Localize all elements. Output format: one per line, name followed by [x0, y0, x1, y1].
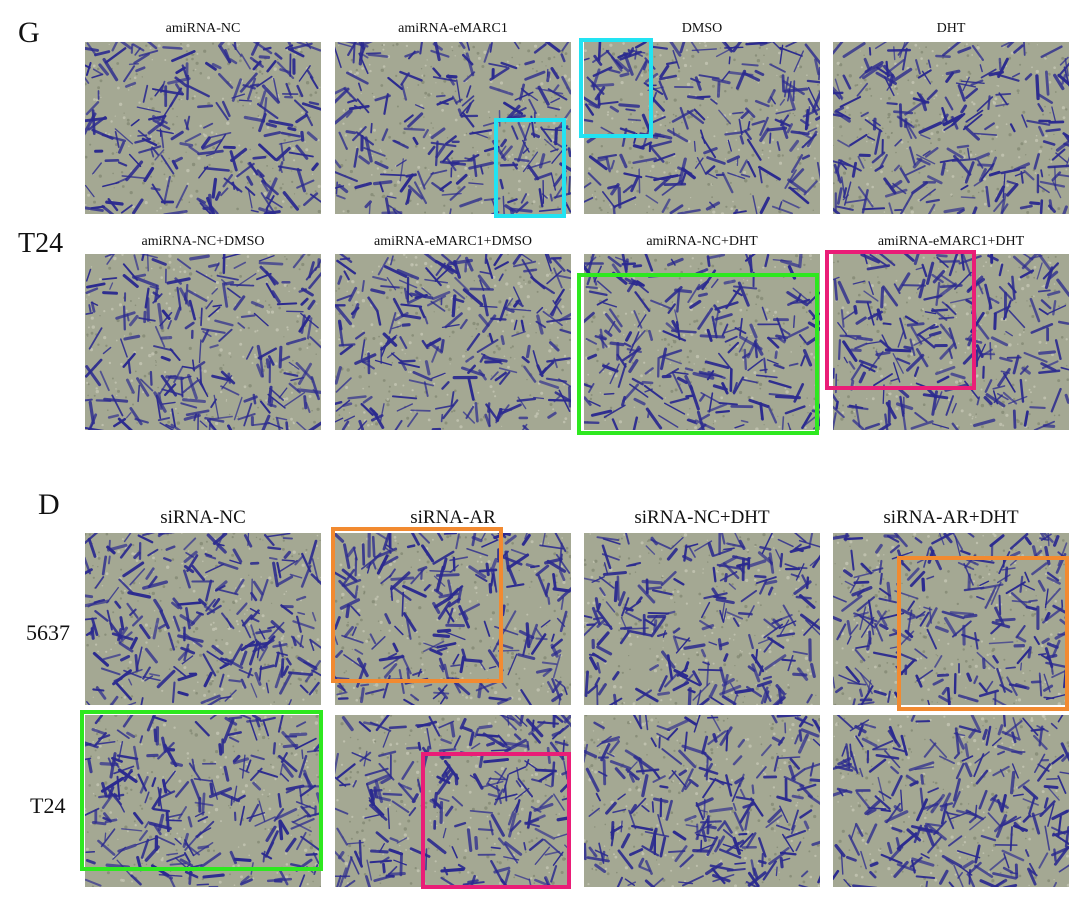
micrograph-d-5637-sirna-ar-dht: [833, 533, 1069, 705]
d-label-sirna-nc: siRNA-NC: [160, 507, 246, 528]
micrograph-d-t24-sirna-nc-dht: [584, 715, 820, 887]
micrograph-g-amirna-emarc1-dmso: [335, 254, 571, 430]
micrograph-g-dht: [833, 42, 1069, 214]
g-label-dht: DHT: [936, 21, 966, 36]
micrograph-g-amirna-nc: [85, 42, 321, 214]
micrograph-d-5637-sirna-ar: [335, 533, 571, 705]
micrograph-g-amirna-emarc1: [335, 42, 571, 214]
micrograph-g-amirna-nc-dht: [584, 254, 820, 430]
g-label-amirna-emarc1-dmso: amiRNA-eMARC1+DMSO: [373, 234, 532, 249]
micrograph-d-t24-sirna-nc: [85, 715, 321, 887]
highlight-box-magenta-d: [421, 752, 571, 889]
g-label-amirna-nc-dmso: amiRNA-NC+DMSO: [141, 234, 265, 249]
g-label-amirna-emarc1: amiRNA-eMARC1: [398, 21, 508, 36]
g-label-amirna-nc-dht: amiRNA-NC+DHT: [646, 234, 758, 249]
d-label-sirna-ar: siRNA-AR: [410, 507, 496, 528]
d-row-label-t24: T24: [30, 793, 66, 818]
micrograph-d-5637-sirna-nc-dht: [584, 533, 820, 705]
highlight-box-orange-sirna-ar-dht: [897, 556, 1069, 711]
highlight-box-cyan-emarc1: [494, 118, 566, 218]
highlight-box-cyan-dmso: [579, 38, 653, 138]
highlight-box-orange-sirna-ar: [331, 527, 503, 683]
panel-g-letter: G: [18, 16, 40, 49]
panel-g-row-label: T24: [18, 228, 64, 259]
g-label-amirna-emarc1-dht: amiRNA-eMARC1+DHT: [877, 234, 1025, 249]
g-label-amirna-nc: amiRNA-NC: [165, 21, 241, 36]
d-label-sirna-ar-dht: siRNA-AR+DHT: [883, 507, 1019, 528]
d-row-label-5637: 5637: [26, 620, 70, 645]
highlight-box-green-g: [577, 273, 819, 435]
d-label-sirna-nc-dht: siRNA-NC+DHT: [634, 507, 770, 528]
micrograph-g-amirna-emarc1-dht: [833, 254, 1069, 430]
micrograph-d-5637-sirna-nc: [85, 533, 321, 705]
micrograph-g-dmso: [584, 42, 820, 214]
g-label-dmso: DMSO: [681, 21, 723, 36]
panel-d-letter: D: [38, 488, 60, 521]
micrograph-g-amirna-nc-dmso: [85, 254, 321, 430]
micrograph-d-t24-sirna-ar: [335, 715, 571, 887]
highlight-box-magenta-g: [825, 250, 976, 390]
micrograph-d-t24-sirna-ar-dht: [833, 715, 1069, 887]
highlight-box-green-d: [80, 710, 323, 871]
